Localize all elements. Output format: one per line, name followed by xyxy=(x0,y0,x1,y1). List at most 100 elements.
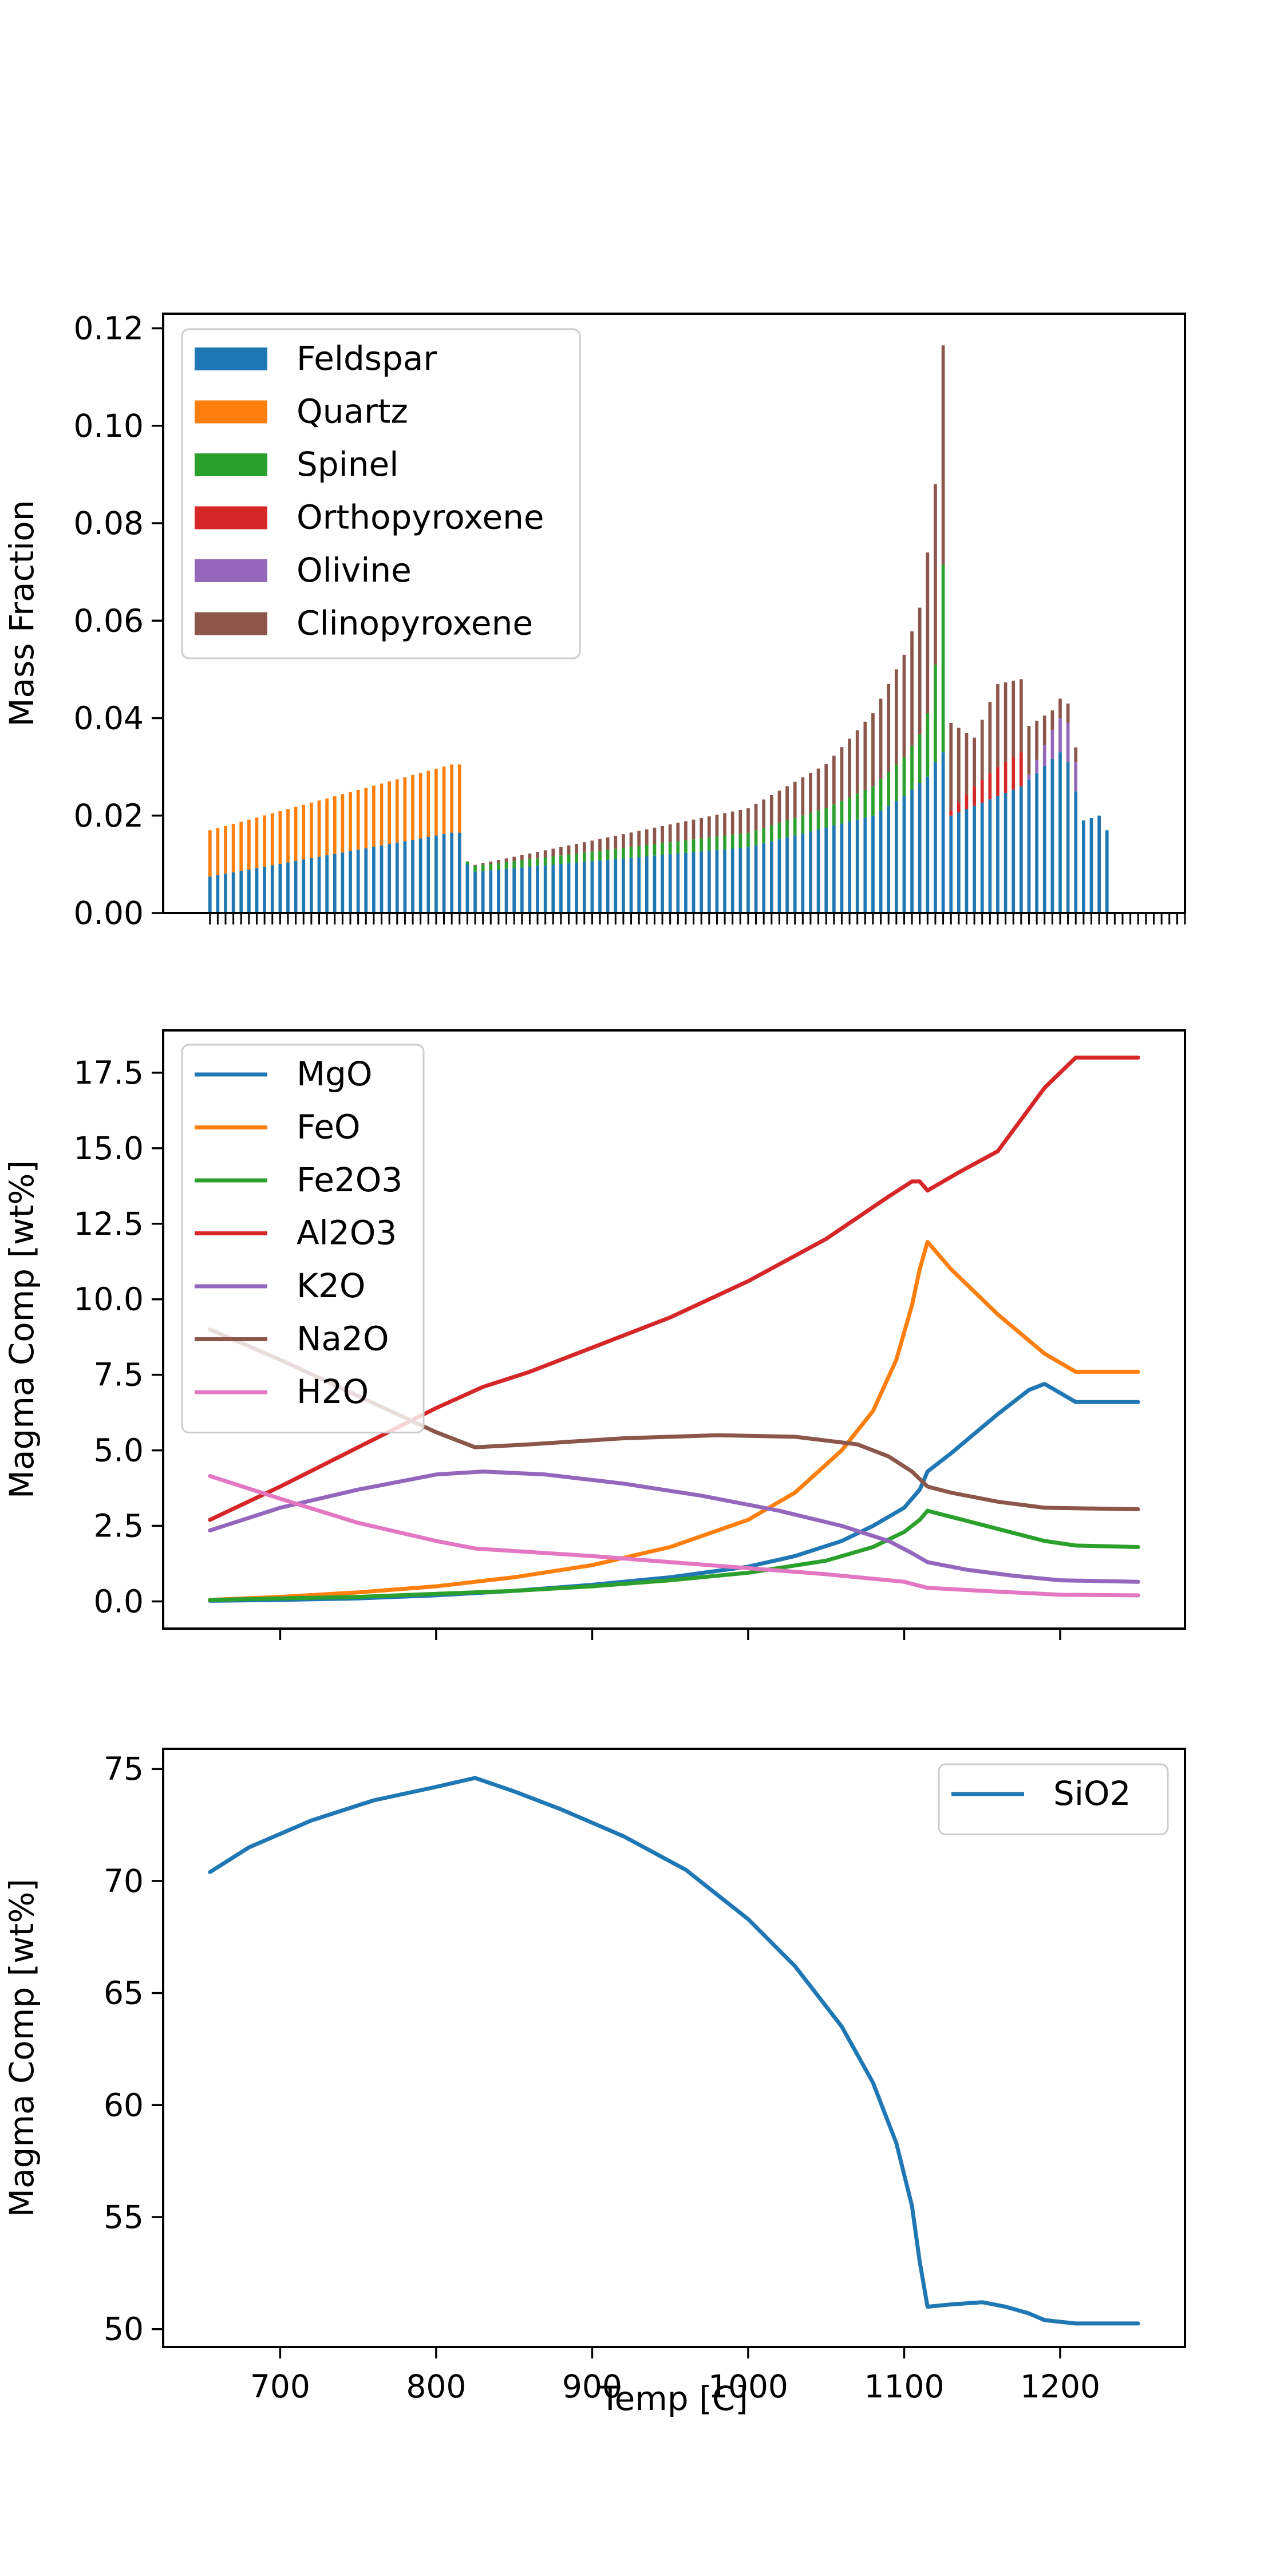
bar-clinopyroxene xyxy=(559,847,563,856)
bar-clinopyroxene xyxy=(1050,710,1054,730)
bar-quartz xyxy=(224,825,227,874)
bar-feldspar xyxy=(926,776,930,913)
bar-feldspar xyxy=(996,796,999,913)
bar-feldspar xyxy=(294,860,298,913)
bar-spinel xyxy=(738,833,742,848)
bar-quartz xyxy=(372,785,376,847)
bar-clinopyroxene xyxy=(504,858,508,862)
bar-quartz xyxy=(286,809,290,863)
bar-spinel xyxy=(941,564,945,753)
bar-feldspar xyxy=(887,805,891,913)
bar-feldspar xyxy=(653,855,657,913)
bar-feldspar xyxy=(934,762,937,913)
series-line-fe2o3 xyxy=(208,1508,1140,1602)
y-tick-label: 15.0 xyxy=(74,1130,144,1167)
bar-orthopyroxene xyxy=(980,780,984,803)
bar-spinel xyxy=(863,789,867,818)
bar-feldspar xyxy=(645,856,649,913)
bar-spinel xyxy=(879,779,883,811)
legend-entry: Quartz xyxy=(297,392,408,431)
bar-feldspar xyxy=(1012,789,1016,913)
mass-fraction-chart: 0.00 0.02 0.04 0.06 0.08 0.10 0.12 Mass Fracti… xyxy=(2,310,1186,931)
bar-clinopyroxene xyxy=(1058,698,1062,718)
bar-clinopyroxene xyxy=(941,345,945,565)
bar-feldspar xyxy=(1105,830,1109,913)
bar-feldspar xyxy=(1066,762,1070,913)
x-axis-label: Temp [C] xyxy=(599,2379,748,2418)
bar-feldspar xyxy=(676,854,680,913)
y-tick-label: 0.12 xyxy=(74,310,144,347)
bar-quartz xyxy=(442,767,446,835)
bar-clinopyroxene xyxy=(965,733,969,795)
legend-entry: MgO xyxy=(297,1054,373,1093)
bar-clinopyroxene xyxy=(754,804,758,831)
bar-feldspar xyxy=(824,827,828,913)
bar-quartz xyxy=(247,819,251,870)
bar-feldspar xyxy=(965,809,969,913)
bar-quartz xyxy=(255,817,259,868)
bar-quartz xyxy=(434,768,438,836)
bar-feldspar xyxy=(684,852,688,913)
y-tick-label: 0.00 xyxy=(74,895,144,931)
y-axis-label: Magma Comp [wt%] xyxy=(2,1879,41,2217)
bar-spinel xyxy=(692,839,696,852)
series-line-k2o xyxy=(208,1469,1140,1584)
bar-quartz xyxy=(310,803,313,859)
y-tick-label: 10.0 xyxy=(74,1281,144,1318)
bar-spinel xyxy=(926,713,930,777)
bar-spinel xyxy=(590,851,594,862)
bar-feldspar xyxy=(1035,772,1038,913)
legend: Feldspar Quartz Spinel Orthopyroxene Olivine… xyxy=(181,328,581,659)
legend-entry: FeO xyxy=(297,1108,361,1147)
bar-clinopyroxene xyxy=(785,786,789,821)
y-tick-label: 50 xyxy=(104,2311,144,2348)
bar-clinopyroxene xyxy=(894,669,898,765)
bar-spinel xyxy=(934,664,937,762)
bar-spinel xyxy=(801,815,805,833)
bar-feldspar xyxy=(551,864,555,913)
series-line-al2o3 xyxy=(208,1056,1140,1522)
bar-clinopyroxene xyxy=(1027,726,1031,775)
bar-spinel xyxy=(824,808,828,828)
y-tick-label: 12.5 xyxy=(74,1206,144,1242)
bar-spinel xyxy=(762,827,766,844)
bar-quartz xyxy=(239,821,243,871)
y-tick-label: 0.04 xyxy=(74,700,144,737)
bar-spinel xyxy=(520,860,524,868)
bar-spinel xyxy=(832,804,836,826)
bar-feldspar xyxy=(622,858,625,913)
y-tick-label: 0.08 xyxy=(74,505,144,542)
bar-spinel xyxy=(684,840,688,853)
bar-feldspar xyxy=(403,841,407,913)
bar-feldspar xyxy=(855,819,859,913)
legend-entry: Clinopyroxene xyxy=(297,604,533,643)
bar-clinopyroxene xyxy=(536,852,539,859)
bar-clinopyroxene xyxy=(645,829,649,846)
bar-spinel xyxy=(645,845,649,856)
x-tick-label: 800 xyxy=(406,2368,466,2405)
bar-quartz xyxy=(231,824,235,872)
bar-spinel xyxy=(653,844,657,856)
legend-box xyxy=(181,1044,425,1433)
bar-feldspar xyxy=(840,823,844,913)
bar-orthopyroxene xyxy=(996,767,999,796)
bar-spinel xyxy=(661,843,664,855)
bar-clinopyroxene xyxy=(746,808,750,833)
bar-feldspar xyxy=(231,872,235,913)
bar-feldspar xyxy=(777,839,781,913)
bar-spinel xyxy=(793,817,797,836)
bar-feldspar xyxy=(582,862,586,913)
bar-spinel xyxy=(871,786,875,816)
bar-clinopyroxene xyxy=(887,683,891,772)
bar-clinopyroxene xyxy=(692,819,696,840)
bar-spinel xyxy=(840,800,844,824)
bar-spinel xyxy=(816,810,820,829)
bar-clinopyroxene xyxy=(1042,715,1046,745)
bar-feldspar xyxy=(270,865,274,913)
y-tick-label: 5.0 xyxy=(94,1432,144,1469)
bar-clinopyroxene xyxy=(949,723,953,811)
series-line-sio2 xyxy=(208,1776,1140,2326)
bar-feldspar xyxy=(614,859,618,913)
legend-entry: Na2O xyxy=(297,1319,389,1358)
bar-spinel xyxy=(559,855,563,864)
